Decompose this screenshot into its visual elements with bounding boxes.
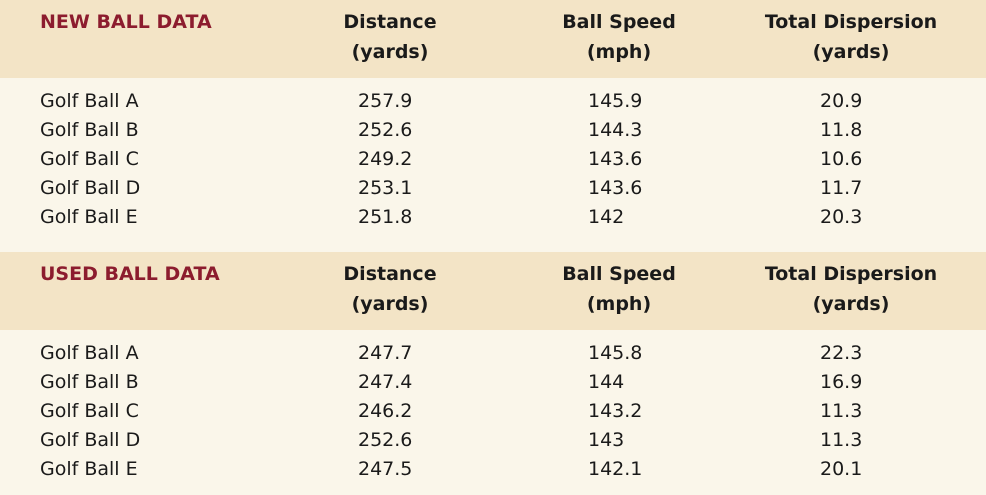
cell-value: 143.6 bbox=[588, 177, 643, 199]
section-title: NEW BALL DATA bbox=[40, 11, 212, 33]
row-label: Golf Ball C bbox=[40, 400, 139, 422]
row-label: Golf Ball E bbox=[40, 458, 138, 480]
row-label: Golf Ball C bbox=[40, 148, 139, 170]
cell-value: 16.9 bbox=[820, 371, 863, 393]
column-header: Total Dispersion bbox=[764, 263, 938, 285]
section-title: USED BALL DATA bbox=[40, 263, 220, 285]
cell-value: 20.1 bbox=[820, 458, 863, 480]
cell-value: 246.2 bbox=[358, 400, 413, 422]
cell-value: 142.1 bbox=[588, 458, 643, 480]
cell-value: 10.6 bbox=[820, 148, 863, 170]
section-header-band bbox=[0, 0, 986, 78]
column-header: Distance bbox=[343, 11, 437, 33]
cell-value: 144 bbox=[588, 371, 625, 393]
cell-value: 145.8 bbox=[588, 342, 643, 364]
column-header: Ball Speed bbox=[562, 11, 676, 33]
cell-value: 247.5 bbox=[358, 458, 413, 480]
column-header: (yards) bbox=[812, 293, 890, 315]
cell-value: 257.9 bbox=[358, 90, 413, 112]
cell-value: 247.7 bbox=[358, 342, 413, 364]
section-body-band bbox=[0, 330, 986, 495]
column-header: Distance bbox=[343, 263, 437, 285]
column-header: (yards) bbox=[351, 293, 429, 315]
cell-value: 251.8 bbox=[358, 206, 413, 228]
cell-value: 143.6 bbox=[588, 148, 643, 170]
row-label: Golf Ball E bbox=[40, 206, 138, 228]
section-body-band bbox=[0, 78, 986, 250]
section-header-band bbox=[0, 252, 986, 330]
row-label: Golf Ball B bbox=[40, 119, 139, 141]
row-label: Golf Ball D bbox=[40, 177, 141, 199]
cell-value: 249.2 bbox=[358, 148, 413, 170]
cell-value: 144.3 bbox=[588, 119, 643, 141]
column-header: (mph) bbox=[586, 293, 652, 315]
cell-value: 247.4 bbox=[358, 371, 413, 393]
row-label: Golf Ball A bbox=[40, 342, 139, 364]
row-label: Golf Ball A bbox=[40, 90, 139, 112]
cell-value: 143.2 bbox=[588, 400, 643, 422]
cell-value: 145.9 bbox=[588, 90, 643, 112]
cell-value: 143 bbox=[588, 429, 625, 451]
cell-value: 252.6 bbox=[358, 429, 413, 451]
cell-value: 22.3 bbox=[820, 342, 863, 364]
cell-value: 11.8 bbox=[820, 119, 863, 141]
cell-value: 252.6 bbox=[358, 119, 413, 141]
cell-value: 253.1 bbox=[358, 177, 413, 199]
column-header: (mph) bbox=[586, 41, 652, 63]
row-label: Golf Ball B bbox=[40, 371, 139, 393]
column-header: Total Dispersion bbox=[764, 11, 938, 33]
cell-value: 20.9 bbox=[820, 90, 863, 112]
cell-value: 11.3 bbox=[820, 400, 863, 422]
row-label: Golf Ball D bbox=[40, 429, 141, 451]
cell-value: 11.7 bbox=[820, 177, 863, 199]
column-header: Ball Speed bbox=[562, 263, 676, 285]
column-header: (yards) bbox=[812, 41, 890, 63]
cell-value: 20.3 bbox=[820, 206, 863, 228]
column-header: (yards) bbox=[351, 41, 429, 63]
cell-value: 11.3 bbox=[820, 429, 863, 451]
cell-value: 142 bbox=[588, 206, 625, 228]
